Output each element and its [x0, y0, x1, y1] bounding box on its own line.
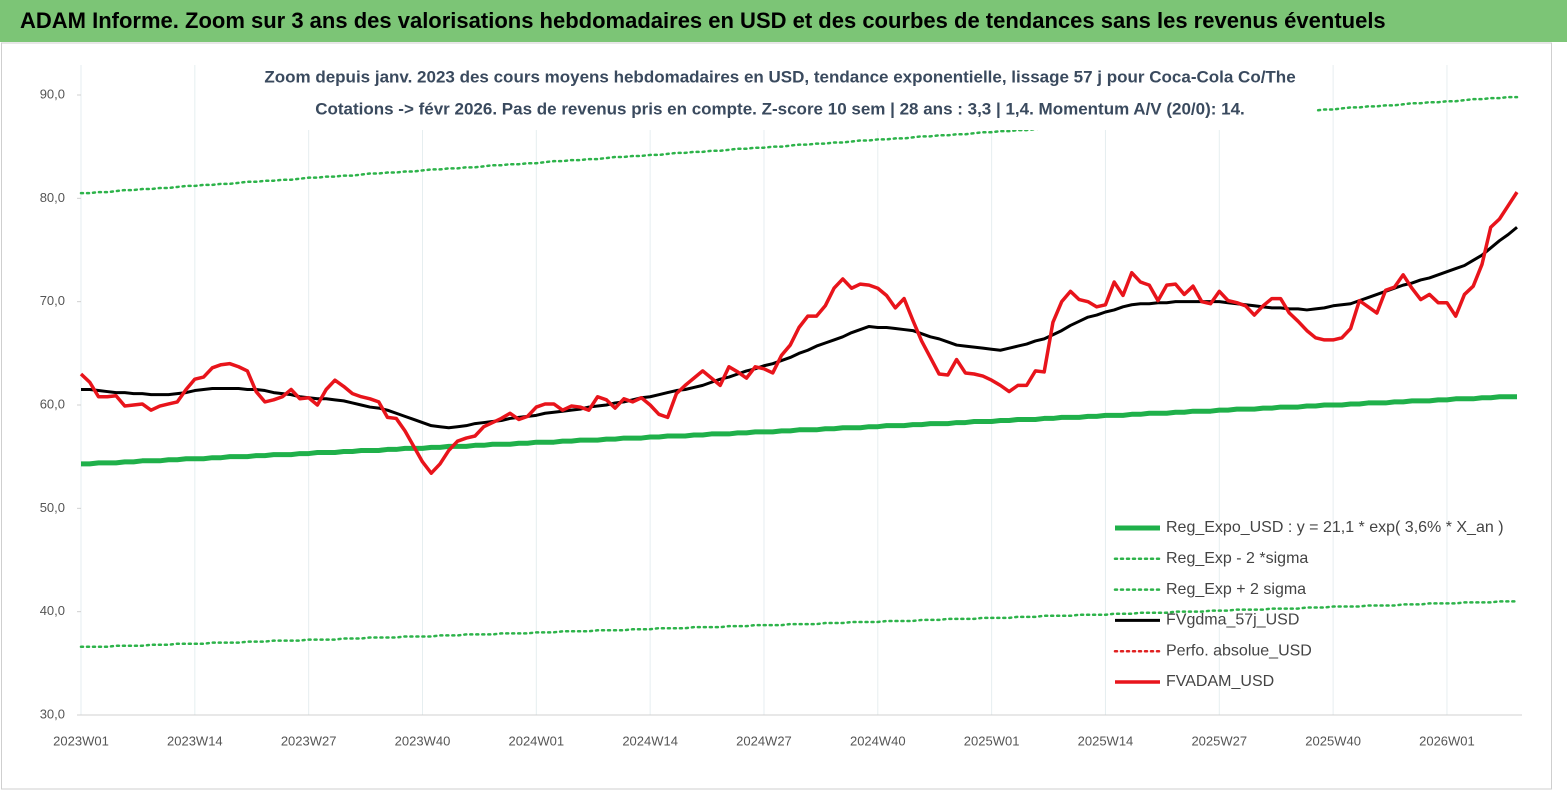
y-tick-label: 40,0	[40, 603, 65, 618]
x-tick-label: 2023W40	[395, 733, 451, 748]
x-tick-label: 2023W01	[53, 733, 109, 748]
chart-subtitle: Cotations -> févr 2026. Pas de revenus p…	[315, 99, 1245, 118]
series-line	[79, 191, 1519, 475]
legend-label: Perfo. absolue_USD	[1166, 642, 1312, 659]
legend-label: Reg_Exp + 2 sigma	[1166, 581, 1306, 598]
x-tick-label: 2023W14	[167, 733, 223, 748]
header-bar	[0, 0, 1567, 42]
y-tick-label: 50,0	[40, 500, 65, 515]
legend-label: FVADAM_USD	[1166, 673, 1274, 690]
title-box	[250, 58, 1316, 130]
x-tick-label: 2025W01	[964, 733, 1020, 748]
y-tick-label: 90,0	[40, 86, 65, 101]
series-line	[79, 600, 1519, 649]
chart-title: Zoom depuis janv. 2023 des cours moyens …	[264, 67, 1295, 86]
y-tick-label: 80,0	[40, 190, 65, 205]
x-tick-label: 2023W27	[281, 733, 337, 748]
x-tick-label: 2024W40	[850, 733, 906, 748]
y-tick-label: 60,0	[40, 396, 65, 411]
y-tick-label: 30,0	[40, 706, 65, 721]
legend: Reg_Expo_USD : y = 21,1 * exp( 3,6% * X_…	[1113, 519, 1504, 690]
chart-frame	[1, 42, 1552, 790]
legend-label: FVgdma_57j_USD	[1166, 612, 1299, 629]
x-tick-label: 2025W40	[1305, 733, 1361, 748]
legend-label: Reg_Expo_USD : y = 21,1 * exp( 3,6% * X_…	[1166, 519, 1504, 536]
x-tick-label: 2025W27	[1191, 733, 1247, 748]
x-tick-label: 2024W01	[508, 733, 564, 748]
x-tick-label: 2024W27	[736, 733, 792, 748]
y-tick-label: 70,0	[40, 293, 65, 308]
x-tick-label: 2026W01	[1419, 733, 1475, 748]
x-tick-label: 2024W14	[622, 733, 678, 748]
x-tick-label: 2025W14	[1078, 733, 1134, 748]
series-line	[81, 394, 1517, 467]
header-title: ADAM Informe. Zoom sur 3 ans des valoris…	[20, 8, 1386, 33]
legend-label: Reg_Exp - 2 *sigma	[1166, 550, 1308, 567]
